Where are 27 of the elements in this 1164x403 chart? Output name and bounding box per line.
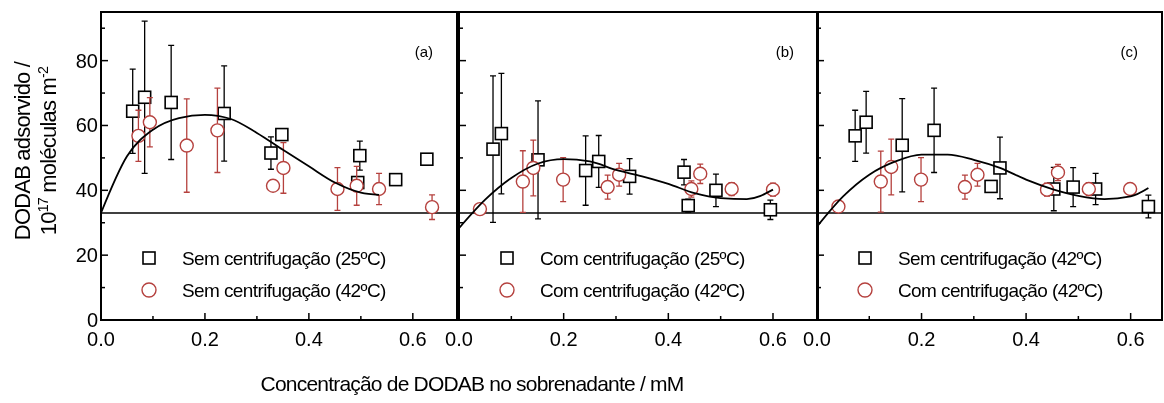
- x-axis-title: Concentração de DODAB no sobrenadante / mM: [260, 372, 684, 395]
- x-tick-label: 0.2: [549, 328, 578, 350]
- x-tick-label: 0.4: [294, 328, 323, 350]
- y-tick-label: 40: [75, 179, 98, 202]
- x-tick-label: 0.2: [907, 328, 936, 350]
- x-tick-label: 0.6: [759, 328, 787, 350]
- x-tick-label: 0.0: [445, 328, 473, 350]
- legend-label: Sem centrifugação (42ºC): [182, 280, 387, 301]
- y-tick-label: 60: [75, 114, 98, 137]
- x-tick-label: 0.6: [398, 328, 427, 350]
- x-tick-label: 0.2: [191, 328, 219, 350]
- annotation: (b): [775, 43, 794, 60]
- y-tick-label: 80: [75, 49, 98, 72]
- x-tick-label: 0.6: [1116, 328, 1145, 350]
- legend-label: Com centrifugação (42ºC): [898, 280, 1104, 301]
- legend-label: Com centrifugação (42ºC): [540, 280, 746, 301]
- x-tick-label: 0.0: [803, 328, 831, 350]
- y-tick-label: 0: [86, 309, 98, 331]
- x-tick-label: 0.0: [87, 328, 115, 350]
- annotation: (c): [1120, 43, 1138, 60]
- legend-label: Com centrifugação (25ºC): [540, 248, 746, 269]
- legend-label: Sem centrifugação (42ºC): [898, 248, 1103, 269]
- annotation: (a): [414, 43, 433, 60]
- x-tick-label: 0.4: [654, 328, 683, 350]
- y-tick-label: 20: [75, 244, 98, 267]
- legend-label: Sem centrifugação (25ºC): [182, 248, 387, 269]
- x-tick-label: 0.4: [1012, 328, 1040, 350]
